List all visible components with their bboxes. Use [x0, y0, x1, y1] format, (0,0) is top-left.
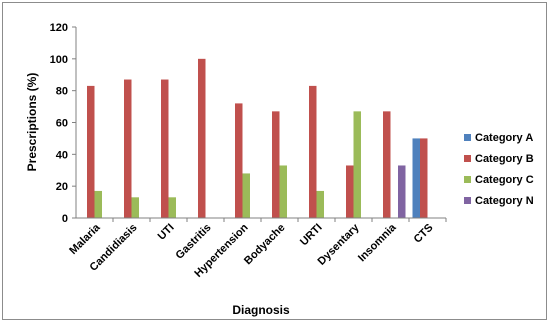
- bar-category-b-malaria: [87, 85, 95, 219]
- x-tick-label: UTI: [156, 222, 177, 243]
- legend-swatch-category-a: [464, 134, 471, 141]
- legend-swatch-category-b: [464, 155, 471, 162]
- x-axis-title: Diagnosis: [232, 303, 290, 317]
- legend-label: Category C: [475, 174, 534, 186]
- bars-layer: [87, 58, 428, 219]
- legend: Category A Category B Category C Category N: [464, 132, 534, 207]
- bar-category-c-hypertension: [242, 173, 250, 218]
- x-tick-label: Insomnia: [356, 221, 399, 264]
- y-tick-label: 120: [50, 22, 68, 34]
- legend-swatch-category-n: [464, 197, 471, 204]
- bar-category-b-hypertension: [235, 103, 243, 218]
- y-ticks: 0 20 40 60 80 100 120: [50, 22, 76, 225]
- y-tick-label: 100: [50, 54, 68, 66]
- bar-category-b-gastritis: [198, 58, 206, 219]
- y-axis-title: Prescriptions (%): [25, 73, 39, 172]
- bar-category-c-dysentary: [353, 111, 361, 218]
- y-tick-label: 60: [56, 118, 68, 130]
- bar-category-b-bodyache: [272, 111, 280, 218]
- bar-category-c-malaria: [94, 190, 102, 218]
- y-tick-label: 0: [62, 213, 68, 225]
- y-tick-label: 80: [56, 86, 68, 98]
- bar-category-c-bodyache: [279, 165, 287, 218]
- x-tick-label: Malaria: [67, 221, 103, 257]
- x-tick-label: CTS: [412, 222, 436, 246]
- bar-category-a-cts: [412, 138, 420, 218]
- bar-category-c-uti: [168, 197, 176, 218]
- legend-label: Category N: [475, 195, 534, 207]
- y-tick-label: 40: [56, 149, 68, 161]
- bar-category-b-insomnia: [383, 111, 391, 218]
- legend-swatch-category-c: [464, 176, 471, 183]
- bar-category-b-uti: [161, 79, 169, 219]
- bar-category-b-dysentary: [346, 165, 354, 218]
- bar-category-n-insomnia: [398, 165, 406, 218]
- bar-category-b-urti: [309, 85, 317, 219]
- bar-category-c-urti: [316, 190, 324, 218]
- x-tick-label: URTI: [298, 222, 325, 249]
- legend-label: Category B: [475, 153, 534, 165]
- bar-category-b-cts: [420, 138, 428, 218]
- bar-category-c-candidiasis: [131, 197, 139, 218]
- y-tick-label: 20: [56, 181, 68, 193]
- legend-label: Category A: [475, 132, 533, 144]
- bar-category-b-candidiasis: [124, 79, 132, 219]
